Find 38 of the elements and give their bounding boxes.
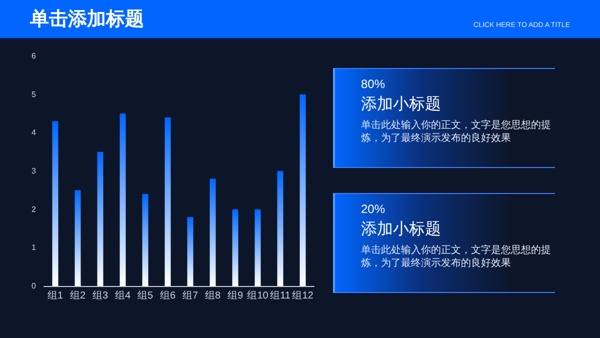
bar <box>97 152 104 286</box>
y-tick-label: 6 <box>32 52 37 60</box>
text: 80% <box>361 77 386 91</box>
bar <box>277 171 284 286</box>
text: 添加小标题 <box>361 220 442 240</box>
x-tick-label: 组10 <box>247 290 269 302</box>
bar <box>52 121 58 286</box>
x-tick-label: 组3 <box>92 290 108 302</box>
bar <box>232 209 238 286</box>
text: 20% <box>361 202 386 216</box>
bar <box>120 114 126 286</box>
y-tick-label: 3 <box>32 166 37 176</box>
y-tick-label: 2 <box>32 204 37 214</box>
bar <box>142 194 148 286</box>
bar <box>300 94 306 286</box>
x-tick-label: 组12 <box>292 290 314 302</box>
text: 单击添加标题 <box>30 8 144 32</box>
y-tick-label: 0 <box>32 282 37 290</box>
text: 添加小标题 <box>361 94 442 115</box>
bar <box>187 217 194 286</box>
bar <box>74 190 81 286</box>
bar <box>210 178 216 286</box>
bar <box>164 117 171 286</box>
x-tick-label: 组5 <box>137 290 154 302</box>
x-tick-label: 组7 <box>182 290 198 302</box>
text: 单击此处输入你的正文，文字是您思想的提炼，为了最终演示发布的良好效果 <box>361 244 551 270</box>
y-tick-label: 5 <box>32 90 37 99</box>
x-tick-label: 组11 <box>270 290 291 302</box>
text: 单击此处输入你的正文，文字是您思想的提炼，为了最终演示发布的良好效果 <box>361 119 551 145</box>
y-tick-label: 4 <box>32 128 37 138</box>
x-tick-label: 组8 <box>204 290 221 302</box>
x-tick-label: 组2 <box>70 290 86 302</box>
x-tick-label: 组4 <box>114 290 131 302</box>
bar <box>254 209 261 286</box>
y-tick-label: 1 <box>32 243 37 252</box>
x-tick-label: 组1 <box>47 290 64 302</box>
x-tick-label: 组9 <box>227 290 244 302</box>
x-tick-label: 组6 <box>160 290 176 302</box>
